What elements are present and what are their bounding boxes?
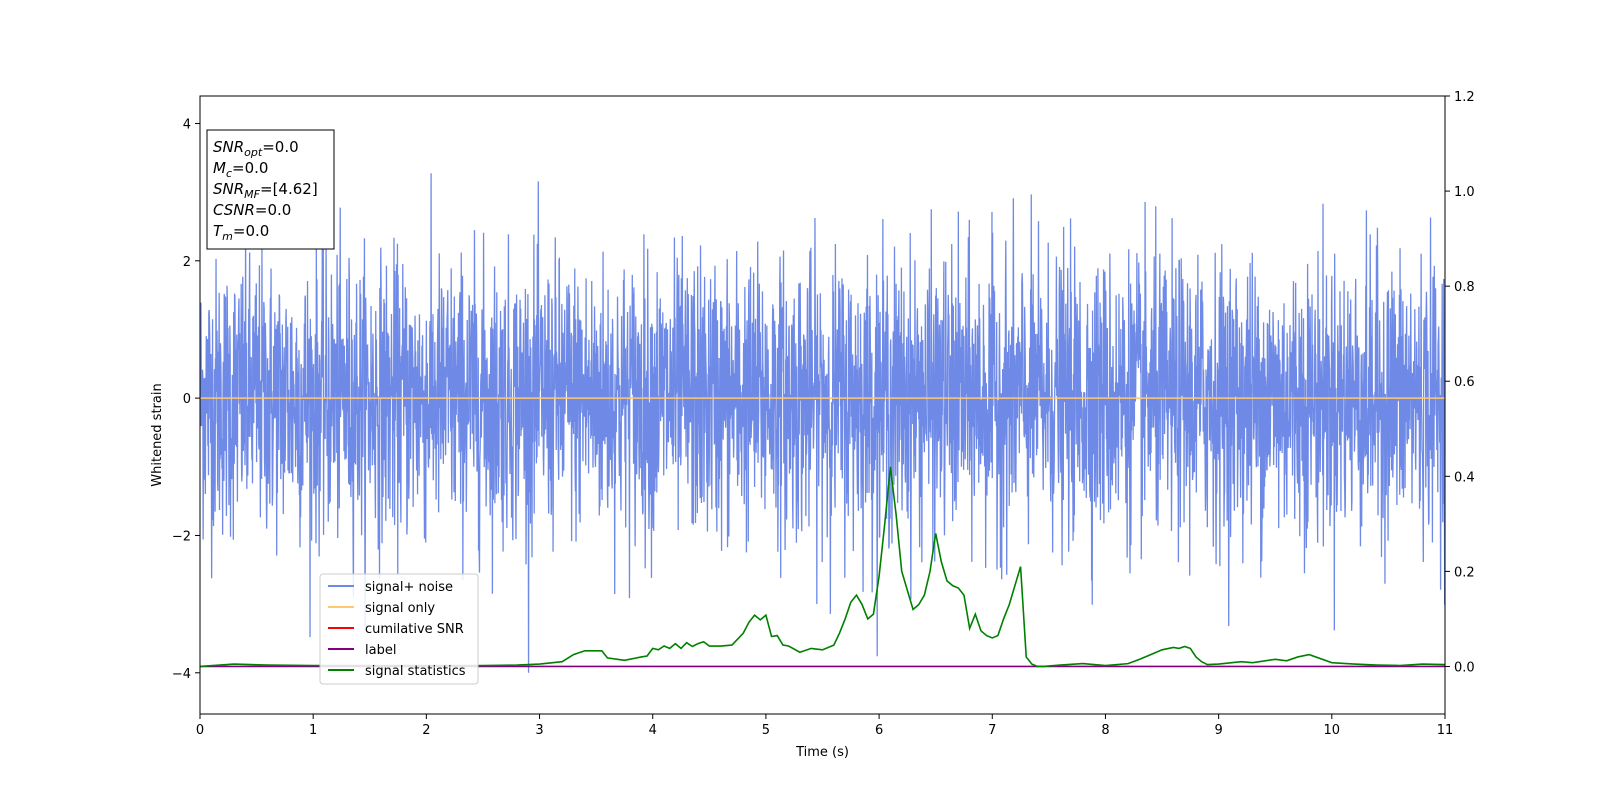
legend-label: signal statistics: [365, 664, 466, 679]
info-line: CSNR=0.0: [213, 201, 291, 219]
y-right-tick-label: 0.0: [1454, 660, 1475, 675]
y-axis-label: Whitened strain: [150, 383, 165, 486]
y-right-tick-label: 0.2: [1454, 565, 1475, 580]
y-right-tick-label: 1.2: [1454, 90, 1475, 105]
y-right-tick-label: 0.6: [1454, 375, 1475, 390]
x-tick-label: 5: [762, 723, 770, 738]
info-line: Mc=0.0: [213, 159, 268, 180]
y-right-tick-label: 0.4: [1454, 470, 1475, 485]
info-box-frame: [206, 129, 335, 250]
x-tick-label: 2: [422, 723, 430, 738]
series-signal-noise: [200, 173, 1445, 673]
x-tick-label: 4: [649, 723, 657, 738]
y-right-tick-label: 0.8: [1454, 280, 1475, 295]
x-tick-label: 11: [1437, 723, 1454, 738]
axes: 0 1 2 3 4 5 6 7 8 9 10 11 4 2 0 −2 −4 1.2 1.0 0.8 0.6 0.4 0.2 0…: [172, 90, 1475, 738]
x-tick-label: 1: [309, 723, 317, 738]
plot-frame: [199, 95, 1446, 715]
x-tick-label: 9: [1214, 723, 1222, 738]
legend-label: signal+ noise: [365, 580, 453, 595]
x-tick-label: 3: [535, 723, 543, 738]
y-left-tick-label: −4: [172, 667, 191, 682]
x-tick-label: 8: [1101, 723, 1109, 738]
series-signal-statistics: [200, 466, 1445, 668]
x-tick-label: 10: [1324, 723, 1341, 738]
y-left-tick-label: 0: [183, 392, 191, 407]
info-line: SNRMF=[4.62]: [213, 180, 318, 201]
legend-frame: [319, 573, 479, 685]
legend-label: signal only: [365, 601, 435, 616]
y-left-tick-label: 2: [183, 255, 191, 270]
legend: signal+ noise signal only cumilative SNR la…: [319, 573, 479, 685]
x-tick-label: 7: [988, 723, 996, 738]
y-left-tick-label: −2: [172, 529, 191, 544]
x-axis-label: Time (s): [795, 745, 849, 760]
legend-label: cumilative SNR: [365, 622, 464, 637]
info-line: Tm=0.0: [213, 222, 269, 243]
y-right-tick-label: 1.0: [1454, 185, 1475, 200]
x-tick-label: 6: [875, 723, 883, 738]
y-left-tick-label: 4: [183, 117, 191, 132]
legend-label: label: [365, 643, 396, 658]
x-tick-label: 0: [196, 723, 204, 738]
info-line: SNRopt=0.0: [213, 138, 299, 159]
